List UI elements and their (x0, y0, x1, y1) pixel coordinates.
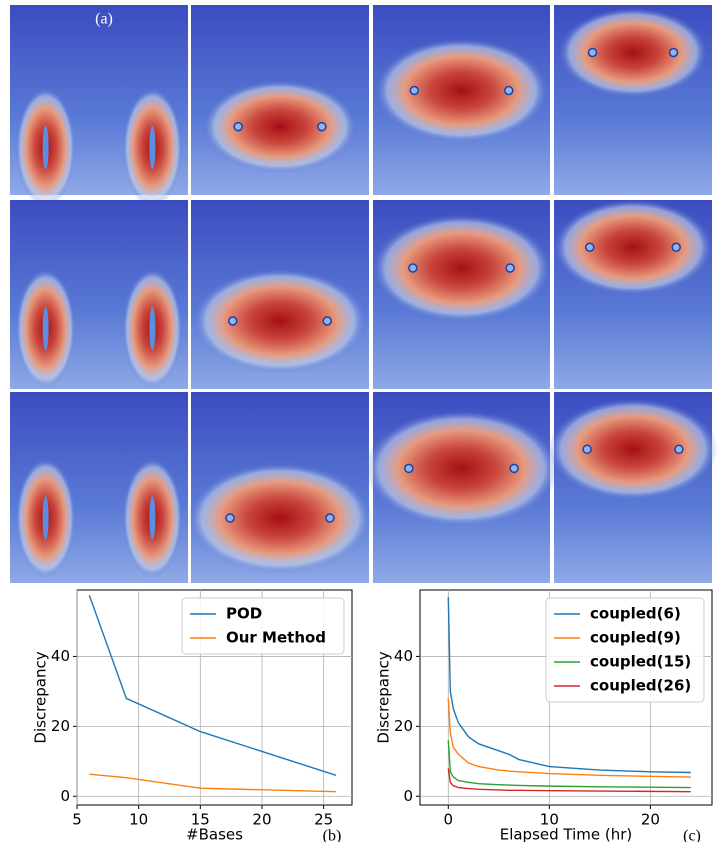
vortex (408, 263, 418, 273)
vortex (149, 306, 156, 351)
y-tick-label: 20 (394, 717, 413, 735)
vortex (42, 125, 49, 170)
vortex (582, 444, 592, 455)
vortex (668, 47, 679, 58)
data-line (89, 773, 336, 793)
x-tick-label: 10 (129, 811, 148, 829)
vortex (149, 125, 156, 170)
x-tick-label: 10 (540, 811, 559, 829)
x-tick-label: 0 (444, 811, 454, 829)
x-tick-label: 25 (314, 811, 333, 829)
panel-label: (b) (323, 828, 342, 842)
vortex (671, 242, 681, 252)
y-tick-label: 40 (394, 647, 413, 665)
legend-label: coupled(6) (590, 605, 681, 623)
heatmap-grid (10, 5, 718, 583)
vortex (42, 306, 49, 351)
vortex (587, 47, 598, 58)
x-tick-label: 20 (252, 811, 271, 829)
y-axis-label: Discrepancy (32, 651, 50, 743)
x-tick-label: 20 (641, 811, 660, 829)
y-axis-label: Discrepancy (375, 651, 393, 743)
vortex (228, 316, 238, 326)
vortex (325, 513, 335, 523)
x-tick-label: 5 (72, 811, 82, 829)
data-line (447, 740, 691, 789)
data-line (447, 698, 691, 778)
legend-label: coupled(15) (590, 653, 691, 671)
vortex (504, 85, 514, 96)
data-line (88, 595, 337, 776)
x-axis-label: #Bases (186, 826, 243, 842)
x-axis-label: Elapsed Time (hr) (500, 826, 633, 842)
vortex (149, 496, 156, 541)
vortex (505, 263, 515, 273)
heat-blob (202, 80, 358, 174)
legend-label: Our Method (226, 629, 326, 647)
heat-blob (192, 268, 368, 374)
heat-blob (187, 462, 373, 574)
vortex (409, 85, 419, 96)
heat-blob (553, 199, 713, 296)
heat-blob (548, 398, 718, 501)
vortex (674, 444, 684, 455)
vortex (404, 463, 414, 474)
x-tick-label: 15 (191, 811, 210, 829)
y-tick-label: 0 (403, 787, 413, 805)
data-line (447, 596, 691, 774)
vortex (509, 463, 519, 474)
panel-label: (c) (683, 828, 701, 842)
legend-label: coupled(26) (590, 677, 691, 695)
y-tick-label: 40 (51, 647, 70, 665)
legend-label: POD (226, 605, 262, 623)
heat-blob (374, 38, 549, 143)
vortex (322, 316, 332, 326)
heat-blob (371, 214, 552, 323)
vortex (42, 496, 49, 541)
legend-label: coupled(9) (590, 629, 681, 647)
panel-label: (a) (95, 11, 113, 28)
y-tick-label: 20 (51, 717, 70, 735)
legend-box (181, 597, 345, 655)
vortex (233, 121, 243, 132)
heat-blob (364, 409, 559, 527)
vortex (317, 121, 327, 132)
heat-blob (558, 7, 708, 98)
y-tick-label: 0 (60, 787, 70, 805)
vortex (585, 242, 595, 252)
legend-box (545, 597, 705, 703)
vortex (225, 513, 235, 523)
data-line (447, 768, 691, 793)
